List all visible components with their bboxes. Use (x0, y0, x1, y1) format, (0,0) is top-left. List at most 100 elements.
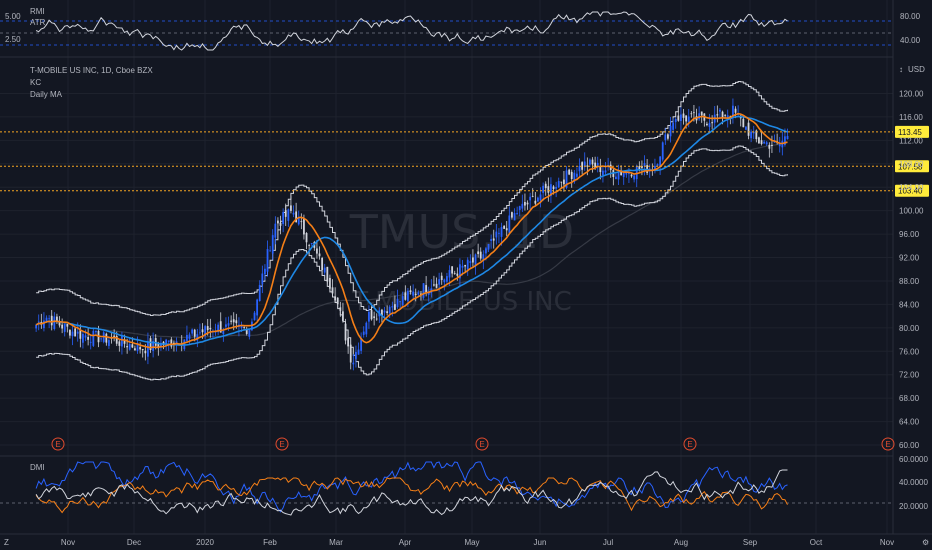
candle-body (253, 312, 256, 321)
candle-body (755, 130, 758, 140)
time-tick-label: Mar (329, 538, 343, 547)
atr-title[interactable]: ATR (30, 18, 46, 27)
candle-body (113, 335, 116, 338)
currency-arrow-icon[interactable]: ↕ (899, 65, 903, 74)
rmi-atr-pane[interactable]: RMI ATR 5.00 2.50 80.00 40.00 (0, 7, 921, 51)
earnings-marker-icon[interactable] (51, 437, 65, 451)
candle-body (61, 324, 64, 329)
candle-body (409, 290, 412, 292)
candle-body (407, 290, 409, 302)
ma-label[interactable]: Daily MA (30, 90, 63, 99)
currency-label: USD (908, 65, 925, 74)
candle-body (469, 261, 472, 263)
candle-body (700, 111, 703, 116)
kc-label[interactable]: KC (30, 78, 41, 87)
candle-body (526, 202, 529, 205)
candle-body (602, 170, 604, 176)
candle-body (550, 184, 552, 197)
price-pane[interactable]: 113.45 107.58 103.40 E E E E E T-MOBILE US INC… (0, 65, 929, 451)
candle-body (282, 212, 285, 224)
candle-body (594, 162, 597, 168)
candle-body (630, 174, 633, 177)
candle-body (308, 245, 311, 246)
earnings-marker-icon[interactable] (683, 437, 697, 451)
candle-body (721, 111, 724, 118)
price-tick-label: 112.00 (899, 136, 923, 145)
candle-body (266, 249, 269, 272)
time-axis[interactable]: Nov Dec 2020 Feb Mar Apr May Jun Jul Aug Sep Oct Nov (61, 538, 894, 547)
earnings-marker-icon[interactable] (475, 437, 489, 451)
dmi-pane[interactable]: DMI 60.0000 40.0000 20.0000 (0, 455, 928, 516)
candle-body (43, 320, 45, 329)
candle-body (105, 333, 108, 343)
settings-gear-icon[interactable]: ⚙ (922, 538, 929, 547)
candle-body (349, 344, 352, 363)
earnings-marker-icon[interactable] (275, 437, 289, 451)
price-level-tag (895, 125, 929, 138)
candle-body (643, 163, 646, 167)
candle-body (193, 329, 196, 337)
candle-body (734, 108, 737, 113)
candle-body (295, 211, 298, 222)
candle-body (362, 331, 365, 335)
candle-body (76, 331, 79, 334)
candle-body (747, 122, 750, 136)
candle-body (498, 232, 500, 234)
candle-body (500, 227, 503, 237)
candle-body (638, 166, 641, 170)
candle-body (570, 171, 573, 180)
candle-body (414, 293, 417, 295)
candle-body (485, 248, 487, 254)
candle-body (466, 259, 469, 270)
earnings-marker-icon[interactable] (881, 437, 895, 451)
candle-body (659, 156, 662, 167)
candle-body (74, 328, 77, 337)
candle-body (331, 287, 334, 294)
candle-body (685, 115, 688, 122)
candle-body (121, 336, 123, 347)
main-title[interactable]: T-MOBILE US INC, 1D, Cboe BZX (30, 66, 153, 75)
candle-body (365, 322, 368, 335)
candle-body (370, 309, 373, 320)
candle-body (529, 196, 532, 201)
candle-body (599, 166, 602, 173)
candle-body (209, 327, 212, 330)
candle-body (784, 136, 786, 145)
candle-body (108, 340, 110, 346)
candle-body (487, 244, 490, 250)
candle-body (323, 267, 326, 273)
price-tick-label: 104.00 (899, 183, 924, 192)
candle-body (578, 165, 581, 172)
candle-body (440, 275, 443, 280)
candle-body (521, 203, 524, 209)
candle-body (539, 194, 542, 201)
ma-fast-line (35, 112, 788, 349)
candle-body (477, 251, 480, 255)
dmi-tick-1: 60.0000 (899, 455, 928, 464)
candle-body (661, 142, 664, 160)
price-tick-label: 76.00 (899, 347, 920, 356)
price-axis[interactable]: 60.00 64.00 68.00 72.00 76.00 80.00 84.00 88.00… (899, 90, 924, 451)
candle-body (290, 205, 292, 211)
candle-body (568, 169, 571, 175)
candle-body (329, 277, 331, 289)
candle-body (719, 109, 721, 112)
candle-body (654, 165, 656, 169)
price-level-value: 107.58 (898, 162, 923, 171)
candle-body (617, 172, 620, 180)
right-tick-1: 80.00 (900, 12, 921, 21)
candle-body (147, 341, 149, 357)
zoom-icon[interactable]: Z (4, 538, 9, 547)
dmi-title[interactable]: DMI (30, 463, 45, 472)
time-tick-label: Nov (61, 538, 75, 547)
candle-body (248, 330, 251, 337)
candle-body (674, 119, 677, 123)
earnings-marker-label: E (279, 440, 284, 449)
candle-body (170, 339, 173, 347)
price-tick-label: 116.00 (899, 113, 923, 122)
candle-body (552, 186, 555, 190)
candle-body (87, 337, 90, 340)
rmi-title[interactable]: RMI (30, 7, 45, 16)
